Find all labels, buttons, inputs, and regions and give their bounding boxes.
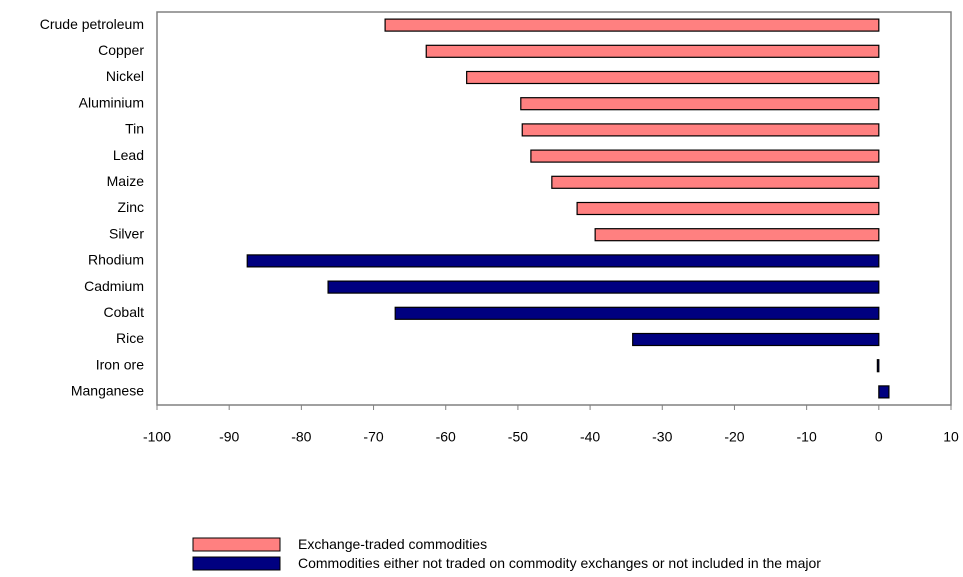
y-tick-label: Maize	[107, 173, 145, 189]
bar	[327, 280, 880, 294]
x-tick-label: -80	[291, 429, 311, 445]
legend-swatch	[192, 556, 281, 571]
y-tick-label: Rice	[116, 330, 144, 346]
y-tick-label: Rhodium	[88, 252, 144, 268]
bar	[466, 70, 880, 85]
bar	[878, 385, 890, 399]
x-tick-label: 10	[943, 429, 959, 445]
y-tick-label: Silver	[109, 225, 144, 241]
legend-swatch	[192, 537, 281, 552]
bar	[425, 44, 880, 58]
y-tick-label: Iron ore	[96, 356, 144, 372]
x-tick-label: -50	[508, 429, 528, 445]
plot-frame	[156, 11, 952, 406]
bar	[551, 175, 880, 189]
x-tick-label: -20	[724, 429, 744, 445]
x-tick-label: -70	[363, 429, 383, 445]
x-tick-label: -40	[580, 429, 600, 445]
bar	[594, 228, 880, 242]
bar	[520, 97, 880, 111]
bar	[246, 254, 880, 268]
bar	[876, 359, 880, 373]
x-tick-label: -10	[797, 429, 817, 445]
x-tick-label: -60	[436, 429, 456, 445]
y-tick-label: Copper	[98, 42, 144, 58]
y-tick-label: Crude petroleum	[40, 16, 144, 32]
y-tick-label: Cadmium	[84, 278, 144, 294]
bar	[530, 149, 880, 163]
bar	[521, 123, 880, 137]
y-tick-label: Tin	[125, 121, 144, 137]
x-tick-label: 0	[875, 429, 883, 445]
y-tick-label: Aluminium	[79, 94, 144, 110]
bar	[384, 18, 880, 32]
bar	[576, 201, 880, 216]
legend-label: Commodities either not traded on commodi…	[298, 555, 821, 577]
legend-label: Exchange-traded commodities	[298, 536, 488, 552]
x-tick-label: -100	[143, 429, 171, 445]
y-tick-label: Manganese	[71, 383, 144, 399]
x-tick-label: -90	[219, 429, 239, 445]
bar	[632, 332, 880, 347]
x-tick-label: -30	[652, 429, 672, 445]
y-tick-label: Lead	[113, 147, 144, 163]
y-tick-label: Zinc	[118, 199, 144, 215]
bar	[394, 306, 880, 320]
y-tick-label: Nickel	[106, 68, 144, 84]
y-tick-label: Cobalt	[104, 304, 145, 320]
